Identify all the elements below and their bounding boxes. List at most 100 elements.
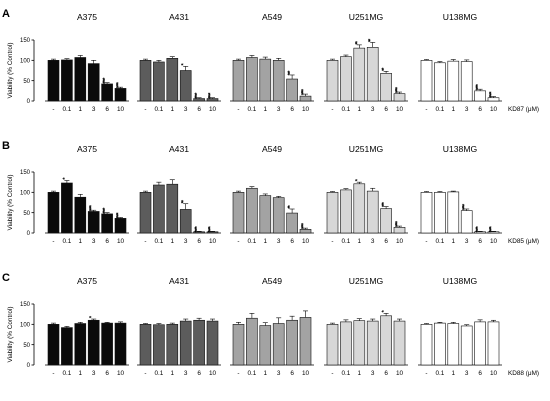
x-tick-label: 10: [209, 106, 217, 113]
series-title: A549: [262, 12, 282, 22]
bar: [101, 83, 113, 102]
y-tick-label: 150: [20, 302, 31, 308]
x-tick-label: 6: [290, 106, 294, 113]
bar: [259, 195, 272, 234]
y-tick-label: 0: [27, 99, 31, 105]
bar: [114, 322, 127, 366]
significance-stars: ****: [195, 92, 201, 99]
bar: [420, 60, 433, 102]
bar: [246, 57, 258, 102]
x-tick-label: -: [237, 238, 239, 245]
bar: [101, 322, 113, 366]
series-a549: A549 - 0.1 1 3 *** 6 **** 10: [230, 12, 314, 113]
compound-label: KD87 (μM): [508, 106, 539, 113]
panel-letter: C: [2, 272, 10, 284]
bar: [153, 184, 165, 234]
significance-stars: **: [355, 40, 361, 44]
x-tick-label: 1: [264, 370, 268, 377]
x-tick-label: -: [237, 370, 239, 377]
bar: [474, 321, 486, 366]
bar: [193, 319, 205, 366]
x-tick-label: 0.1: [435, 370, 444, 377]
panel-letter: A: [2, 8, 10, 20]
x-tick-label: 3: [465, 370, 469, 377]
series-u138mg: U138MG - 0.1 1 3 6 10: [418, 276, 502, 377]
x-tick-label: 3: [371, 370, 375, 377]
significance-stars: ****: [103, 77, 109, 84]
x-tick-label: 6: [478, 238, 482, 245]
bar: [380, 73, 392, 102]
x-tick-label: 3: [465, 106, 469, 113]
series-title: U138MG: [443, 144, 478, 154]
panel-letter: B: [2, 140, 10, 152]
x-tick-label: 3: [92, 238, 96, 245]
x-tick-label: -: [425, 370, 427, 377]
bar: [179, 209, 192, 234]
series-a431: A431 - 0.1 1 ** 3 **** 6 **** 10: [137, 144, 221, 245]
y-tick-label: 50: [23, 343, 30, 349]
bar: [166, 57, 179, 102]
x-tick-label: 1: [171, 106, 175, 113]
bar: [326, 324, 339, 366]
y-tick-label: 50: [23, 79, 30, 85]
bar: [286, 319, 298, 366]
y-tick-label: 100: [20, 323, 31, 329]
significance-stars: **: [382, 67, 388, 71]
significance-stars: ****: [302, 88, 308, 95]
bar: [434, 62, 446, 102]
significance-stars: ****: [195, 226, 201, 233]
x-tick-label: 6: [105, 106, 109, 113]
x-tick-label: 0.1: [154, 238, 163, 245]
series-title: U138MG: [443, 276, 478, 286]
bar: [74, 196, 87, 234]
x-tick-label: 3: [371, 238, 375, 245]
bar: [366, 47, 379, 102]
x-tick-label: 1: [79, 370, 83, 377]
series-u251mg: U251MG - 0.1 ** 1 ** 3 ** 6 **** 10: [324, 12, 408, 113]
x-tick-label: 3: [184, 370, 188, 377]
x-tick-label: 10: [117, 370, 125, 377]
bar: [259, 58, 272, 102]
x-tick-label: 6: [105, 238, 109, 245]
bar: [259, 325, 272, 366]
significance-stars: *: [63, 177, 69, 180]
x-tick-label: -: [52, 106, 54, 113]
series-title: A375: [77, 276, 97, 286]
x-tick-label: -: [144, 238, 146, 245]
bar: [353, 47, 366, 102]
significance-stars: ***: [288, 70, 294, 76]
series-title: A549: [262, 144, 282, 154]
y-tick-label: 0: [27, 231, 31, 237]
series-title: U138MG: [443, 12, 478, 22]
bar: [47, 192, 60, 234]
significance-stars: ****: [209, 92, 215, 99]
x-tick-label: -: [425, 106, 427, 113]
x-tick-label: 1: [171, 370, 175, 377]
x-tick-label: 1: [264, 238, 268, 245]
significance-stars: *: [182, 63, 188, 66]
compound-label: KD88 (μM): [508, 370, 539, 377]
x-tick-label: 1: [79, 238, 83, 245]
series-u138mg: U138MG - 0.1 1 **** 3 **** 6 **** 10: [418, 144, 502, 245]
x-tick-label: 0.1: [154, 370, 163, 377]
bar: [487, 321, 500, 366]
x-tick-label: 3: [92, 106, 96, 113]
bar: [114, 88, 127, 102]
significance-stars: ***: [382, 201, 388, 207]
significance-stars: *: [382, 310, 388, 313]
panel-a: A Viability (% Control) 0 50 100 150 A375 - 0.1 1…: [2, 8, 539, 113]
series-a549: A549 - 0.1 1 3 ** 6 **** 10: [230, 144, 314, 245]
bar: [340, 321, 352, 366]
x-tick-label: 10: [490, 238, 498, 245]
x-tick-label: 3: [371, 106, 375, 113]
x-tick-label: 6: [384, 106, 388, 113]
x-tick-label: 1: [264, 106, 268, 113]
bar: [272, 323, 285, 366]
bar: [232, 192, 245, 234]
significance-stars: ****: [476, 83, 482, 90]
bar: [460, 210, 473, 234]
x-tick-label: 10: [396, 106, 404, 113]
series-a375: A375 - 0.1 1 3 **** 6 **** 10: [45, 12, 129, 113]
y-axis-title: Viability (% Control): [7, 175, 14, 231]
x-tick-label: 10: [302, 106, 310, 113]
